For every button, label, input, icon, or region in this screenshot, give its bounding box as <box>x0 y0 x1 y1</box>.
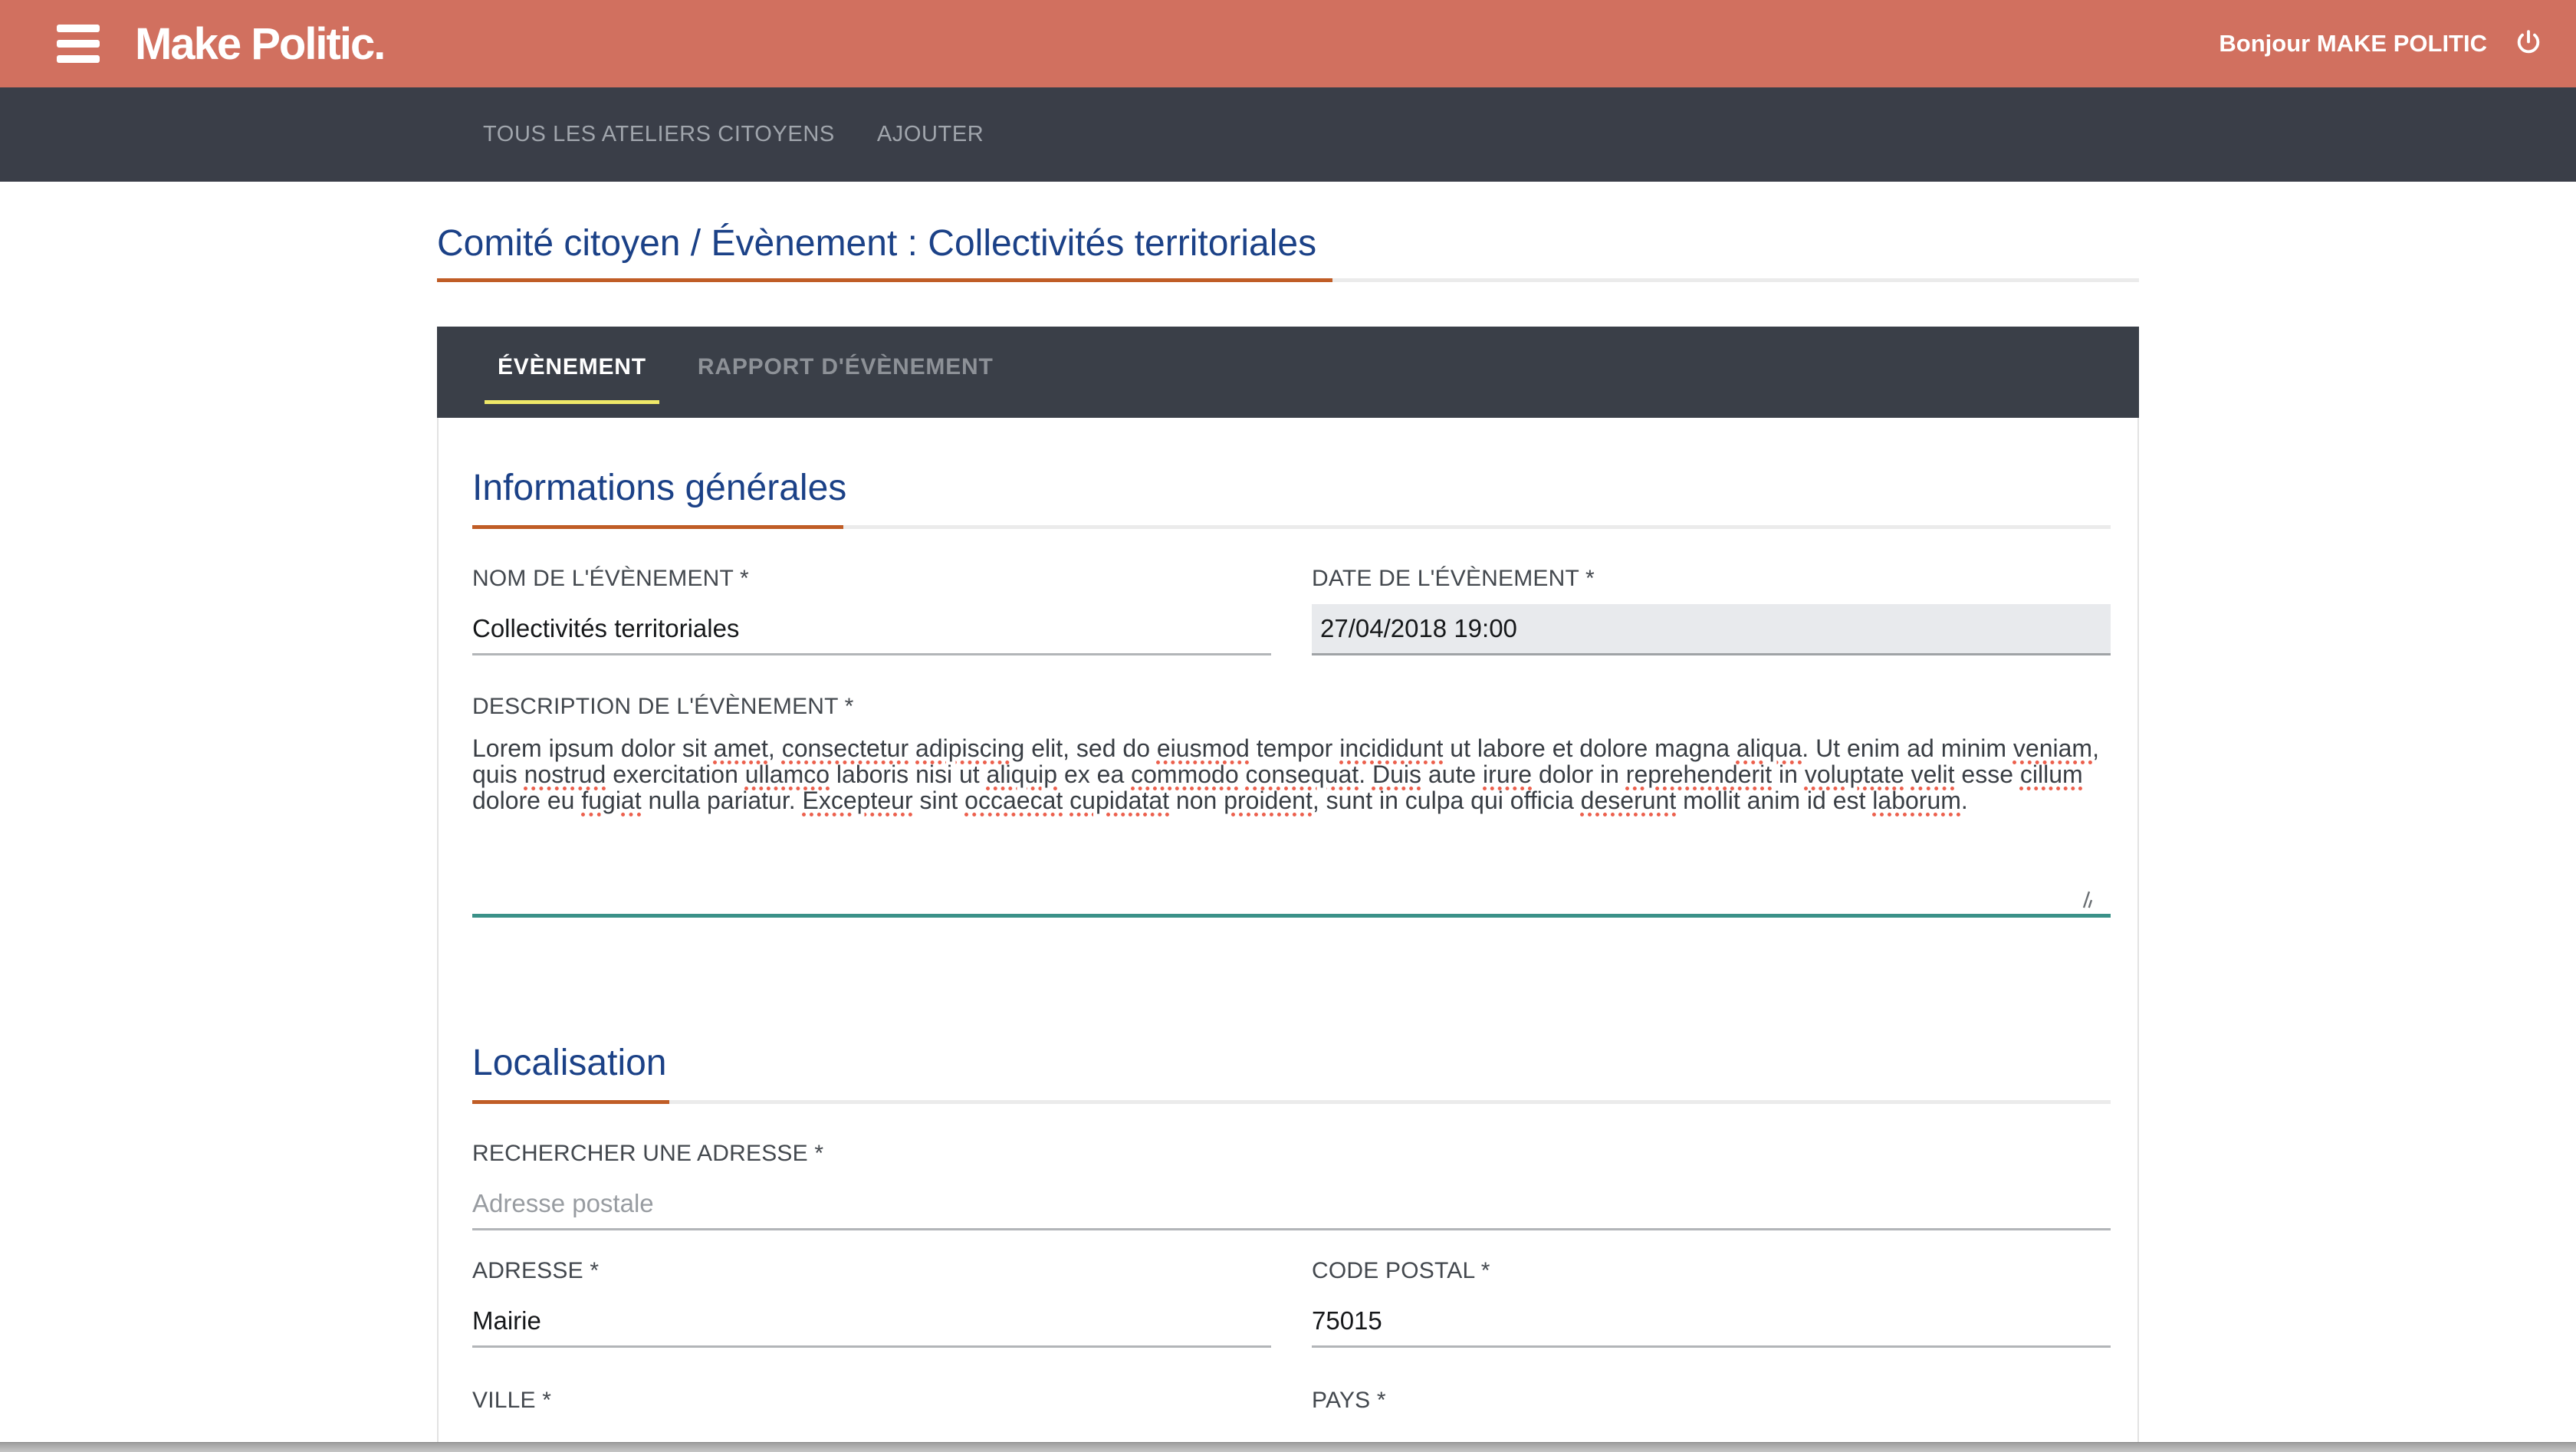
page-title: Comité citoyen / Évènement : Collectivit… <box>437 223 1317 264</box>
address-input[interactable] <box>472 1296 1271 1348</box>
section-underline <box>472 1100 2111 1104</box>
tab-strip: ÉVÈNEMENT RAPPORT D'ÉVÈNEMENT <box>437 327 2139 418</box>
event-date-input[interactable] <box>1312 604 2111 655</box>
horizontal-scrollbar[interactable] <box>0 1442 2576 1452</box>
user-greeting: Bonjour MAKE POLITIC <box>2219 30 2487 57</box>
country-label: PAYS * <box>1312 1388 1386 1413</box>
event-description-text: Lorem ipsum dolor sit amet, consectetur … <box>472 734 2099 814</box>
event-form-card: Informations générales NOM DE L'ÉVÈNEMEN… <box>437 418 2139 1452</box>
postal-code-input[interactable] <box>1312 1296 2111 1348</box>
tab-evenement[interactable]: ÉVÈNEMENT <box>485 327 659 407</box>
main-navbar: TOUS LES ATELIERS CITOYENS AJOUTER <box>0 87 2576 182</box>
brand-logo[interactable]: Make Politic. <box>135 18 386 69</box>
section-title-informations-generales: Informations générales <box>472 468 847 508</box>
address-label: ADRESSE * <box>472 1258 600 1283</box>
resize-handle-icon[interactable] <box>2078 890 2094 912</box>
hamburger-menu-icon[interactable] <box>57 25 100 63</box>
section-underline <box>472 525 2111 529</box>
event-description-label: DESCRIPTION DE L'ÉVÈNEMENT * <box>472 694 854 719</box>
tab-rapport-devenement[interactable]: RAPPORT D'ÉVÈNEMENT <box>697 353 994 379</box>
address-field: ADRESSE * <box>472 1258 1271 1348</box>
nav-item-tous-les-ateliers-citoyens[interactable]: TOUS LES ATELIERS CITOYENS <box>483 122 835 146</box>
event-description-field: DESCRIPTION DE L'ÉVÈNEMENT * Lorem ipsum… <box>472 694 2111 918</box>
active-tab-indicator <box>485 400 659 404</box>
postal-code-field: CODE POSTAL * <box>1312 1258 2111 1348</box>
event-date-label: DATE DE L'ÉVÈNEMENT * <box>1312 566 1595 591</box>
app-header: Make Politic. Bonjour MAKE POLITIC <box>0 0 2576 87</box>
event-name-field: NOM DE L'ÉVÈNEMENT * <box>472 566 1271 655</box>
event-name-input[interactable] <box>472 604 1271 655</box>
event-date-field: DATE DE L'ÉVÈNEMENT * <box>1312 566 2111 655</box>
title-underline <box>437 278 2139 282</box>
logout-power-icon[interactable] <box>2513 28 2544 59</box>
search-address-field: RECHERCHER UNE ADRESSE * <box>472 1141 2111 1230</box>
search-address-input[interactable] <box>472 1179 2111 1230</box>
postal-code-label: CODE POSTAL * <box>1312 1258 1490 1283</box>
nav-item-ajouter[interactable]: AJOUTER <box>876 122 984 146</box>
search-address-label: RECHERCHER UNE ADRESSE * <box>472 1141 824 1166</box>
section-title-localisation: Localisation <box>472 1043 667 1083</box>
event-description-textarea[interactable]: Lorem ipsum dolor sit amet, consectetur … <box>472 724 2111 918</box>
event-name-label: NOM DE L'ÉVÈNEMENT * <box>472 566 749 591</box>
city-label: VILLE * <box>472 1388 552 1413</box>
